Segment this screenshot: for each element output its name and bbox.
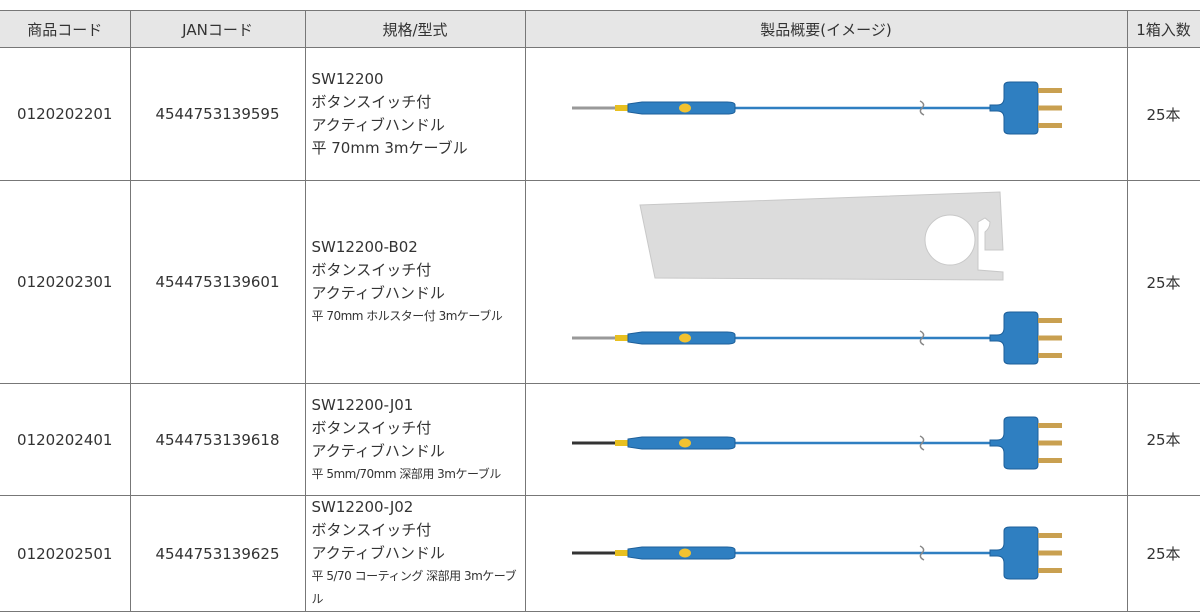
jan-code: 4544753139595 <box>129 47 306 181</box>
spec-line: 平 5/70 コーティング 深部用 3mケーブル <box>311 569 517 606</box>
spec-line: ボタンスイッチ付 <box>311 261 432 279</box>
spec-line: ボタンスイッチ付 <box>311 418 432 437</box>
quantity: 25本 <box>1126 47 1200 181</box>
jan-code: 4544753139618 <box>129 383 306 496</box>
product-code: 0120202401 <box>0 383 131 496</box>
header-cell: 1箱入数 <box>1126 10 1200 48</box>
pencil-image <box>572 525 1064 581</box>
product-code: 0120202501 <box>0 495 131 612</box>
quantity: 25本 <box>1126 495 1200 612</box>
header-cell: 商品コード <box>0 10 131 48</box>
pencil-image <box>572 415 1064 471</box>
spec: SW12200-J02 ボタンスイッチ付 アクティブハンドル平 5/70 コーティン… <box>304 495 526 612</box>
spec-line: アクティブハンドル <box>311 116 445 134</box>
spec: SW12200 ボタンスイッチ付 アクティブハンドル平 70mm 3mケーブル <box>304 47 526 181</box>
spec-line: ボタンスイッチ付 <box>311 521 432 539</box>
spec-line: SW12200-B02 <box>311 238 418 256</box>
product-code: 0120202301 <box>0 180 131 384</box>
spec-line: アクティブハンドル <box>311 544 445 562</box>
spec-line: 平 5mm/70mm 深部用 3mケーブル <box>311 466 502 481</box>
spec-line: ボタンスイッチ付 <box>311 93 432 111</box>
spec-line: アクティブハンドル <box>311 284 445 302</box>
spec-line: SW12200-J01 <box>311 395 414 414</box>
spec-line: 平 70mm ホルスター付 3mケーブル <box>311 309 503 323</box>
pencil-image <box>572 80 1064 136</box>
spec-line: 平 70mm 3mケーブル <box>311 139 468 157</box>
spec-line: アクティブハンドル <box>311 441 445 460</box>
pencil-image <box>572 310 1064 366</box>
product-code: 0120202201 <box>0 47 131 181</box>
jan-code: 4544753139625 <box>129 495 306 612</box>
spec-line: SW12200-J02 <box>311 498 414 516</box>
spec-line: SW12200 <box>311 70 384 88</box>
spec: SW12200-B02 ボタンスイッチ付 アクティブハンドル平 70mm ホルスター… <box>304 180 526 384</box>
header-cell: 規格/型式 <box>304 10 526 48</box>
holster-image <box>639 191 1004 281</box>
quantity: 25本 <box>1126 180 1200 384</box>
